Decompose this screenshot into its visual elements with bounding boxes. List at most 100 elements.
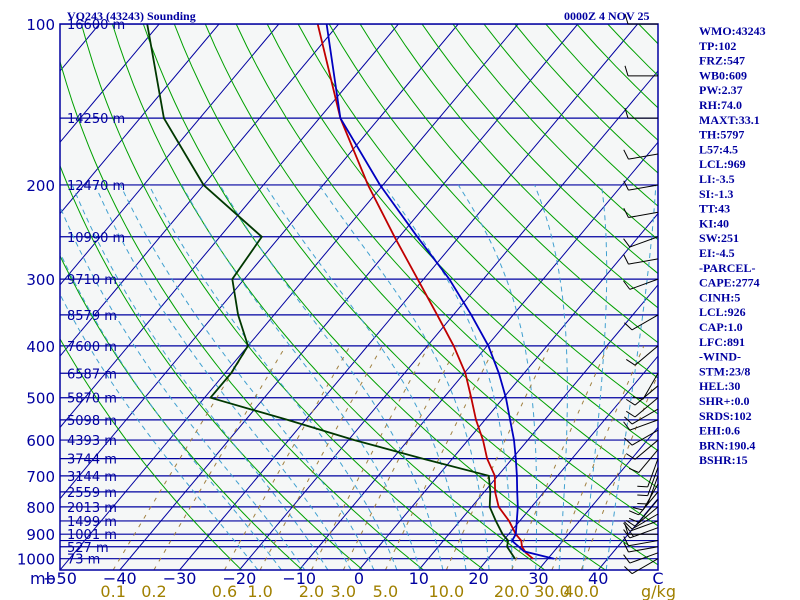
temperature-tick-label: −10	[282, 569, 316, 588]
index-item: LFC:891	[699, 335, 745, 349]
index-item: MAXT:33.1	[699, 113, 760, 127]
moist-adiabat-line	[457, 184, 538, 570]
temperature-tick-label: 20	[468, 569, 488, 588]
index-item: FRZ:547	[699, 54, 745, 68]
height-label: 7600 m	[67, 340, 117, 355]
isotherm-line	[239, 70, 658, 570]
wind-barb-flag	[637, 494, 648, 497]
wind-barb	[623, 254, 659, 265]
moist-adiabat-line	[60, 251, 282, 570]
wind-barb-flag	[624, 437, 633, 446]
wind-barb-staff	[631, 314, 659, 331]
wind-barb	[632, 373, 659, 400]
moist-adiabat-line	[119, 184, 375, 570]
wind-barb	[623, 236, 659, 248]
mixing-ratio-tick-label: 30.0	[534, 582, 570, 600]
wind-barb-flag	[628, 517, 639, 523]
wind-barb-flag	[624, 521, 633, 530]
wind-barb-staff	[629, 419, 659, 431]
wind-barb	[623, 278, 659, 290]
isotherm-line	[60, 24, 339, 357]
wind-barb-flag	[626, 398, 636, 406]
wind-barb	[626, 506, 659, 527]
wind-barb-staff	[628, 540, 659, 547]
wind-barb-flag	[623, 522, 631, 532]
height-label: 14250 m	[67, 112, 125, 127]
wind-barb-flag	[623, 280, 631, 290]
wind-barb	[623, 542, 659, 553]
mixing-ratio-tick-label: 10.0	[429, 582, 465, 600]
mixing-ratio-tick-label: 3.0	[331, 582, 356, 600]
temperature-line	[316, 24, 534, 560]
wind-barb-half-flag	[630, 532, 634, 537]
isotherm-line	[60, 24, 280, 286]
wind-barb-staff	[631, 558, 659, 575]
wind-barb-staff	[647, 467, 659, 496]
pressure-label: 800	[26, 499, 55, 517]
height-label: 8579 m	[67, 309, 117, 324]
wind-barb	[623, 180, 659, 191]
isotherm-line	[358, 212, 658, 570]
wind-barb-staff	[631, 408, 659, 425]
wind-barb-staff	[634, 506, 659, 527]
mixing-ratio-tick-label: 0.2	[141, 582, 166, 600]
dry-adiabat-line	[204, 24, 658, 527]
moist-adiabat-line	[534, 184, 568, 570]
wind-barb-staff	[629, 278, 659, 290]
dewpoint-line	[146, 24, 516, 560]
wind-barb-staff	[628, 546, 659, 553]
isotherm-line	[60, 24, 220, 215]
wind-barb	[626, 397, 659, 418]
mixing-ratio-tick-label: 1.0	[247, 582, 272, 600]
index-item: PW:2.37	[699, 83, 743, 97]
wind-barb-flag	[623, 254, 629, 265]
height-label: 5870 m	[67, 392, 117, 407]
pressure-label: 700	[26, 468, 55, 486]
wind-barb	[637, 475, 659, 505]
mixing-ratio-tick-label: 2.0	[299, 582, 324, 600]
station-title: VQ243 (43243) Sounding	[67, 9, 196, 23]
parcel-line	[325, 24, 555, 560]
wind-barb-flag	[623, 554, 631, 564]
mixing-ratio-tick-label: 0.1	[100, 582, 125, 600]
pressure-label: 500	[26, 390, 55, 408]
index-item: TT:43	[699, 202, 730, 216]
wind-barb-staff	[629, 520, 659, 532]
height-label: 527 m	[67, 541, 109, 556]
moist-adiabat-line	[60, 293, 259, 570]
wind-barb-flag	[623, 180, 629, 191]
pressure-label: 900	[26, 526, 55, 544]
wind-barb-staff	[629, 552, 659, 564]
index-item: SHR+:0.0	[699, 394, 750, 408]
temperature-tick-label: −30	[163, 569, 197, 588]
wind-barb-staff	[638, 499, 659, 523]
wind-barb	[624, 558, 659, 575]
index-item: -PARCEL-	[699, 261, 755, 275]
mixing-ratio-line	[259, 345, 383, 570]
height-label: 1499 m	[67, 515, 117, 530]
wind-barb-flag	[623, 149, 629, 160]
dry-adiabat-line	[235, 24, 658, 489]
moist-adiabat-line	[71, 184, 329, 570]
dry-adiabat-line	[60, 164, 364, 570]
moist-adiabat-line	[60, 205, 306, 570]
wind-barb-staff	[628, 153, 659, 160]
wind-barb	[624, 314, 659, 331]
height-label: 2559 m	[67, 486, 117, 501]
index-item: CINH:5	[699, 290, 740, 304]
wind-barb-staff	[634, 345, 659, 366]
index-item: SW:251	[699, 231, 739, 245]
height-label: 3744 m	[67, 453, 117, 468]
index-item: -WIND-	[699, 350, 741, 364]
wind-barb-flag	[624, 322, 633, 331]
isotherm-line	[60, 24, 459, 500]
index-item: L57:4.5	[699, 142, 738, 156]
pressure-label: 200	[26, 177, 55, 195]
index-item: WB0:609	[699, 68, 747, 82]
wind-barb-flag	[624, 566, 633, 575]
wind-barb	[623, 536, 659, 547]
wind-barb-flag	[624, 13, 629, 25]
dry-adiabat-line	[173, 24, 658, 566]
wind-barb-flag	[623, 536, 629, 547]
wind-barb	[623, 207, 659, 219]
